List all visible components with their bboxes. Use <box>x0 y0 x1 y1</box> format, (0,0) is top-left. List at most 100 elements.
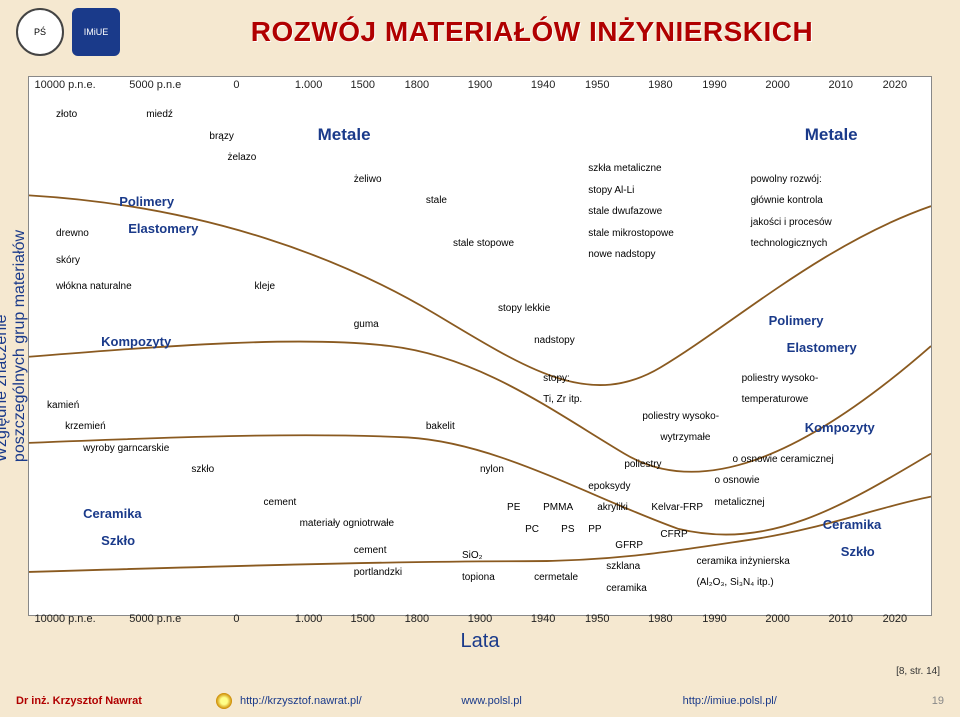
chart-label: PMMA <box>543 502 573 514</box>
tick-bottom: 2000 <box>765 613 789 625</box>
chart-label: topiona <box>462 572 495 584</box>
chart-label: (Al₂O₃, Si₃N₄ itp.) <box>696 577 773 589</box>
chart-label: SiO₂ <box>462 550 483 562</box>
chart-label: nadstopy <box>534 335 575 347</box>
footer-link-1[interactable]: http://krzysztof.nawrat.pl/ <box>240 695 461 707</box>
chart-label: stale <box>426 195 447 207</box>
chart-label: Szkło <box>101 534 135 549</box>
chart-label: metalicznej <box>715 497 765 509</box>
tick-bottom: 1800 <box>405 613 429 625</box>
chart-label: kleje <box>255 281 276 293</box>
chart-label: kamień <box>47 400 79 412</box>
chart-label: skóry <box>56 255 80 267</box>
chart-label: ceramika <box>606 583 647 595</box>
logo-polsl: PŚ <box>16 8 64 56</box>
tick-bottom: 1940 <box>531 613 555 625</box>
chart-label: temperaturowe <box>742 394 809 406</box>
chart-label: szklana <box>606 561 640 573</box>
chart-label: technologicznych <box>751 238 828 250</box>
chart-label: powolny rozwój: <box>751 174 822 186</box>
chart-label: brązy <box>209 131 233 143</box>
chart-label: GFRP <box>615 540 643 552</box>
chart-label: stale dwufazowe <box>588 206 662 218</box>
tick-bottom: 1900 <box>468 613 492 625</box>
chart-label: bakelit <box>426 421 455 433</box>
chart-label: drewno <box>56 228 89 240</box>
logos: PŚ IMiUE <box>16 8 120 56</box>
chart: Względne znaczenieposzczególnych grup ma… <box>28 76 932 616</box>
chart-label: Ti, Zr itp. <box>543 394 582 406</box>
logo-imiue: IMiUE <box>72 8 120 56</box>
chart-label: cement <box>354 545 387 557</box>
chart-label: poliestry wysoko- <box>642 411 719 423</box>
chart-label: wyroby garncarskie <box>83 443 169 455</box>
chart-label: CFRP <box>660 529 687 541</box>
chart-label: Kelvar-FRP <box>651 502 703 514</box>
chart-label: jakości i procesów <box>751 217 832 229</box>
tick-bottom: 10000 p.n.e. <box>34 613 95 625</box>
chart-label: ceramika inżynierska <box>696 556 789 568</box>
chart-label: PE <box>507 502 520 514</box>
header: PŚ IMiUE ROZWÓJ MATERIAŁÓW INŻYNIERSKICH <box>0 0 960 64</box>
reference: [8, str. 14] <box>896 666 940 677</box>
chart-label: nylon <box>480 464 504 476</box>
tick-bottom: 2010 <box>829 613 853 625</box>
chart-label: Ceramika <box>83 507 142 522</box>
chart-label: stopy: <box>543 373 570 385</box>
chart-label: Kompozyty <box>805 421 875 436</box>
chart-label: o osnowie <box>715 475 760 487</box>
chart-label: Szkło <box>841 545 875 560</box>
chart-label: żeliwo <box>354 174 382 186</box>
chart-label: PC <box>525 524 539 536</box>
page-number: 19 <box>904 695 944 707</box>
tick-bottom: 2020 <box>883 613 907 625</box>
chart-label: materiały ogniotrwałe <box>300 518 395 530</box>
chart-label: Ceramika <box>823 518 882 533</box>
chart-label: guma <box>354 319 379 331</box>
chart-label: krzemień <box>65 421 106 433</box>
chart-label: poliestry wysoko- <box>742 373 819 385</box>
footer-link-3[interactable]: http://imiue.polsl.pl/ <box>683 695 904 707</box>
footer-link-2[interactable]: www.polsl.pl <box>461 695 682 707</box>
chart-label: żelazo <box>227 152 256 164</box>
chart-label: głównie kontrola <box>751 195 823 207</box>
chart-label: szkła metaliczne <box>588 163 661 175</box>
chart-label: akryliki <box>597 502 628 514</box>
tick-bottom: 1.000 <box>295 613 323 625</box>
chart-label: Polimery <box>769 314 824 329</box>
tick-bottom: 0 <box>233 613 239 625</box>
footer: Dr inż. Krzysztof Nawrat http://krzyszto… <box>0 685 960 717</box>
chart-label: wytrzymałe <box>660 432 710 444</box>
chart-label: włókna naturalne <box>56 281 132 293</box>
chart-label: Elastomery <box>128 222 198 237</box>
chart-label: stopy Al-Li <box>588 185 634 197</box>
chart-label: stopy lekkie <box>498 303 550 315</box>
chart-label: szkło <box>191 464 214 476</box>
chart-label: epoksydy <box>588 481 630 493</box>
chart-label: złoto <box>56 109 77 121</box>
x-axis-label: Lata <box>461 630 500 653</box>
chart-label: cement <box>264 497 297 509</box>
chart-label: PP <box>588 524 601 536</box>
tick-bottom: 1500 <box>350 613 374 625</box>
origin-icon <box>216 693 232 709</box>
author: Dr inż. Krzysztof Nawrat <box>16 695 216 707</box>
chart-label: portlandzki <box>354 567 402 579</box>
chart-label: PS <box>561 524 574 536</box>
chart-label: o osnowie ceramicznej <box>733 454 834 466</box>
chart-label: Metale <box>805 125 858 145</box>
chart-label: miedź <box>146 109 173 121</box>
chart-label: stale stopowe <box>453 238 514 250</box>
chart-label: Metale <box>318 125 371 145</box>
tick-bottom: 1950 <box>585 613 609 625</box>
tick-bottom: 5000 p.n.e <box>129 613 181 625</box>
tick-bottom: 1990 <box>702 613 726 625</box>
chart-label: nowe nadstopy <box>588 249 655 261</box>
chart-label: Polimery <box>119 195 174 210</box>
chart-label: poliestry <box>624 459 661 471</box>
tick-bottom: 1980 <box>648 613 672 625</box>
chart-label: stale mikrostopowe <box>588 228 674 240</box>
chart-label: Elastomery <box>787 341 857 356</box>
chart-label: Kompozyty <box>101 335 171 350</box>
y-axis-label: Względne znaczenieposzczególnych grup ma… <box>0 230 29 462</box>
